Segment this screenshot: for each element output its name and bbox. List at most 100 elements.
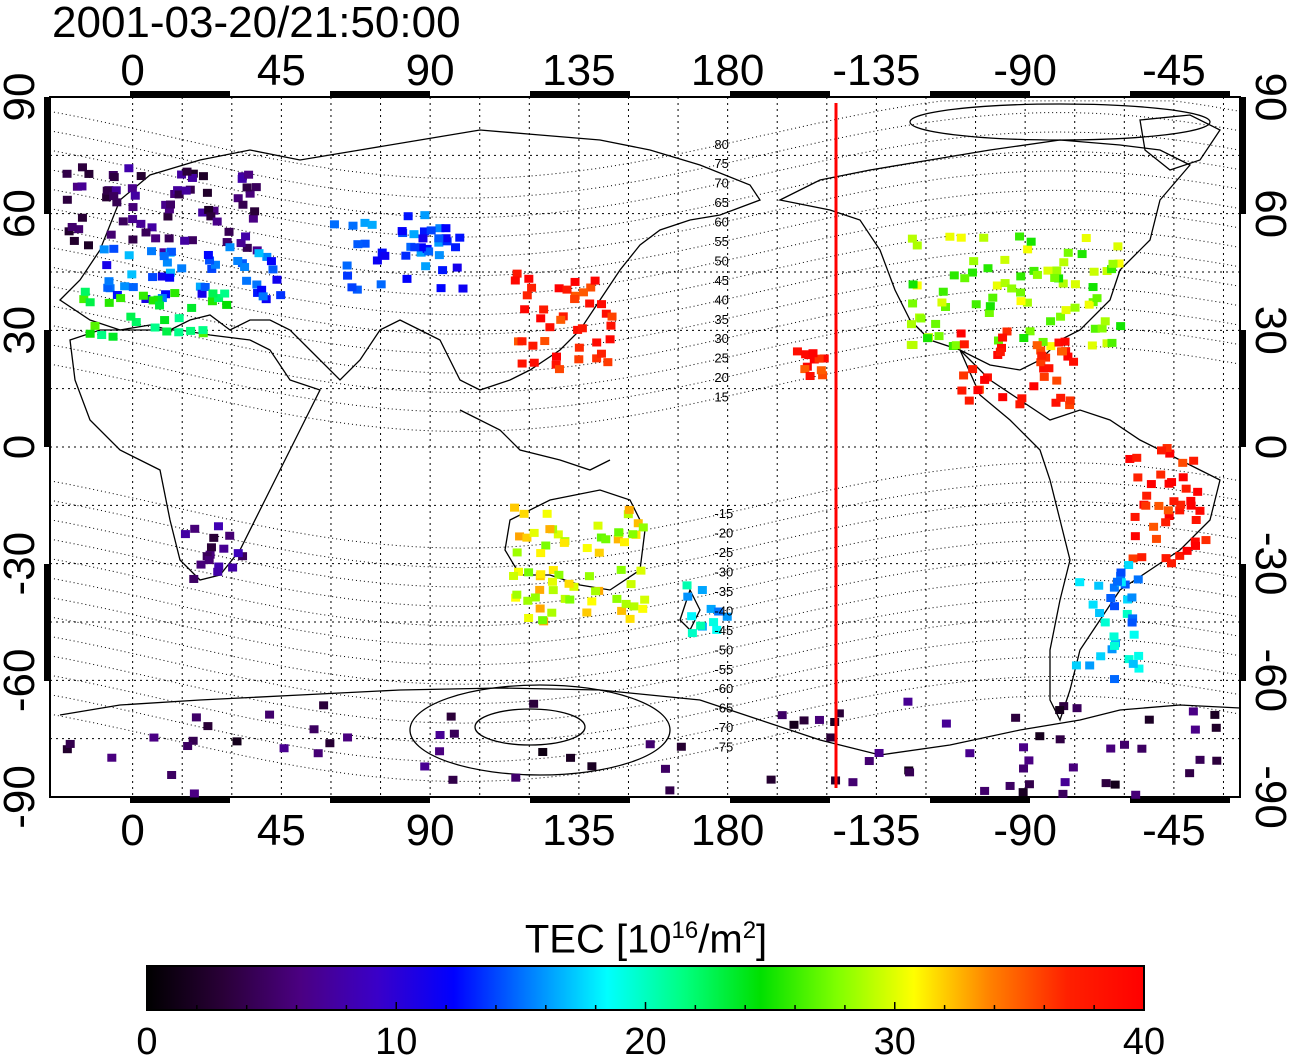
tec-cell: [665, 786, 675, 795]
tec-cell: [623, 510, 633, 519]
tec-cell: [1070, 303, 1080, 312]
tec-cell: [177, 264, 187, 273]
lat-tick-label-left: -60: [0, 649, 44, 713]
tec-cell: [1046, 342, 1056, 351]
tec-cell: [343, 733, 353, 742]
tec-cell: [77, 182, 87, 191]
tec-cell: [419, 227, 429, 236]
tec-cell: [616, 565, 626, 574]
tec-cell: [590, 276, 600, 285]
tec-cell: [628, 530, 638, 539]
tec-cell: [965, 749, 975, 758]
tec-cell: [1037, 351, 1047, 360]
tec-cell: [343, 271, 353, 280]
tec-cell: [360, 239, 370, 248]
tec-cell: [251, 183, 261, 192]
mlat-label: 35: [714, 312, 728, 327]
tec-cell: [565, 595, 575, 604]
tec-cell: [577, 324, 587, 333]
tec-cell: [401, 251, 411, 260]
tec-cell: [834, 709, 844, 718]
tec-cell: [959, 340, 969, 349]
tec-cell: [996, 343, 1006, 352]
lat-tick-label-right: 0: [1246, 435, 1292, 459]
lat-tick-label-right: -30: [1246, 532, 1292, 596]
tec-cell: [319, 701, 329, 710]
tec-cell: [111, 186, 121, 195]
tec-cell: [1178, 473, 1188, 482]
lon-tick-label-bottom: 90: [406, 806, 455, 855]
mlat-label: -45: [714, 623, 733, 638]
lat-tick-label-left: -30: [0, 532, 44, 596]
tec-cell: [187, 173, 197, 182]
tec-cell: [198, 172, 208, 181]
tec-cell: [960, 274, 970, 283]
tec-cell: [1084, 300, 1094, 309]
mlat-label: -55: [714, 662, 733, 677]
tec-cell: [397, 227, 407, 236]
tec-cell: [687, 629, 697, 638]
tec-cell: [908, 341, 918, 350]
tec-cell: [547, 608, 557, 617]
tec-cell: [187, 303, 197, 312]
tec-cell: [1063, 352, 1073, 361]
tec-cell: [1019, 743, 1029, 752]
tec-cell: [84, 169, 94, 178]
mlat-label: 55: [714, 234, 728, 249]
tec-cell: [1052, 376, 1062, 385]
tec-cell: [1087, 341, 1097, 350]
tec-cell: [124, 164, 134, 173]
tec-cell: [1005, 781, 1015, 790]
tec-cell: [1029, 266, 1039, 275]
tec-cell: [149, 733, 159, 742]
lat-tick-label-left: 0: [0, 435, 44, 459]
tec-cell: [956, 233, 966, 242]
tec-cell: [985, 302, 995, 311]
tec-cell: [80, 287, 90, 296]
tec-cell: [120, 282, 130, 291]
tec-cell: [524, 568, 534, 577]
tec-cell: [65, 739, 75, 748]
tec-cell: [1059, 258, 1069, 267]
tec-cell: [1137, 744, 1147, 753]
tec-cell: [441, 234, 451, 243]
lat-tick-label-right: 30: [1246, 306, 1292, 355]
tec-cell: [102, 186, 112, 195]
tec-cell: [640, 595, 650, 604]
tec-cell: [74, 225, 84, 234]
lat-tick-label-right: -60: [1246, 649, 1292, 713]
tec-cell: [1055, 735, 1065, 744]
tec-cell: [1019, 334, 1029, 343]
tec-cell: [441, 224, 451, 233]
tec-cell: [593, 521, 603, 530]
tec-cell: [522, 291, 532, 300]
tec-cell: [560, 594, 570, 603]
tec-cell: [564, 579, 574, 588]
tec-cell: [1063, 248, 1073, 257]
tec-cell: [1007, 284, 1017, 293]
tec-cell: [596, 349, 606, 358]
tec-cell: [272, 275, 282, 284]
tec-cell: [1026, 237, 1036, 246]
tec-cell: [147, 247, 157, 256]
tec-cell: [128, 215, 138, 224]
tec-cell: [538, 747, 548, 756]
tec-cell: [548, 586, 558, 595]
tec-cell: [233, 194, 243, 203]
tec-cell: [150, 323, 160, 332]
tec-cell: [128, 235, 138, 244]
tec-cell: [225, 243, 235, 252]
tec-cell: [342, 261, 352, 270]
tec-cell: [1112, 577, 1122, 586]
tec-cell: [1024, 780, 1034, 789]
tec-cell: [584, 572, 594, 581]
tec-cell: [155, 301, 165, 310]
tec-cell: [1109, 632, 1119, 641]
tec-cell: [1088, 600, 1098, 609]
tec-cell: [1058, 279, 1068, 288]
tec-cell: [592, 354, 602, 363]
lat-lon-grid: [50, 96, 1240, 798]
tec-cell: [237, 174, 247, 183]
tec-cell: [186, 326, 196, 335]
tec-cell: [131, 318, 141, 327]
